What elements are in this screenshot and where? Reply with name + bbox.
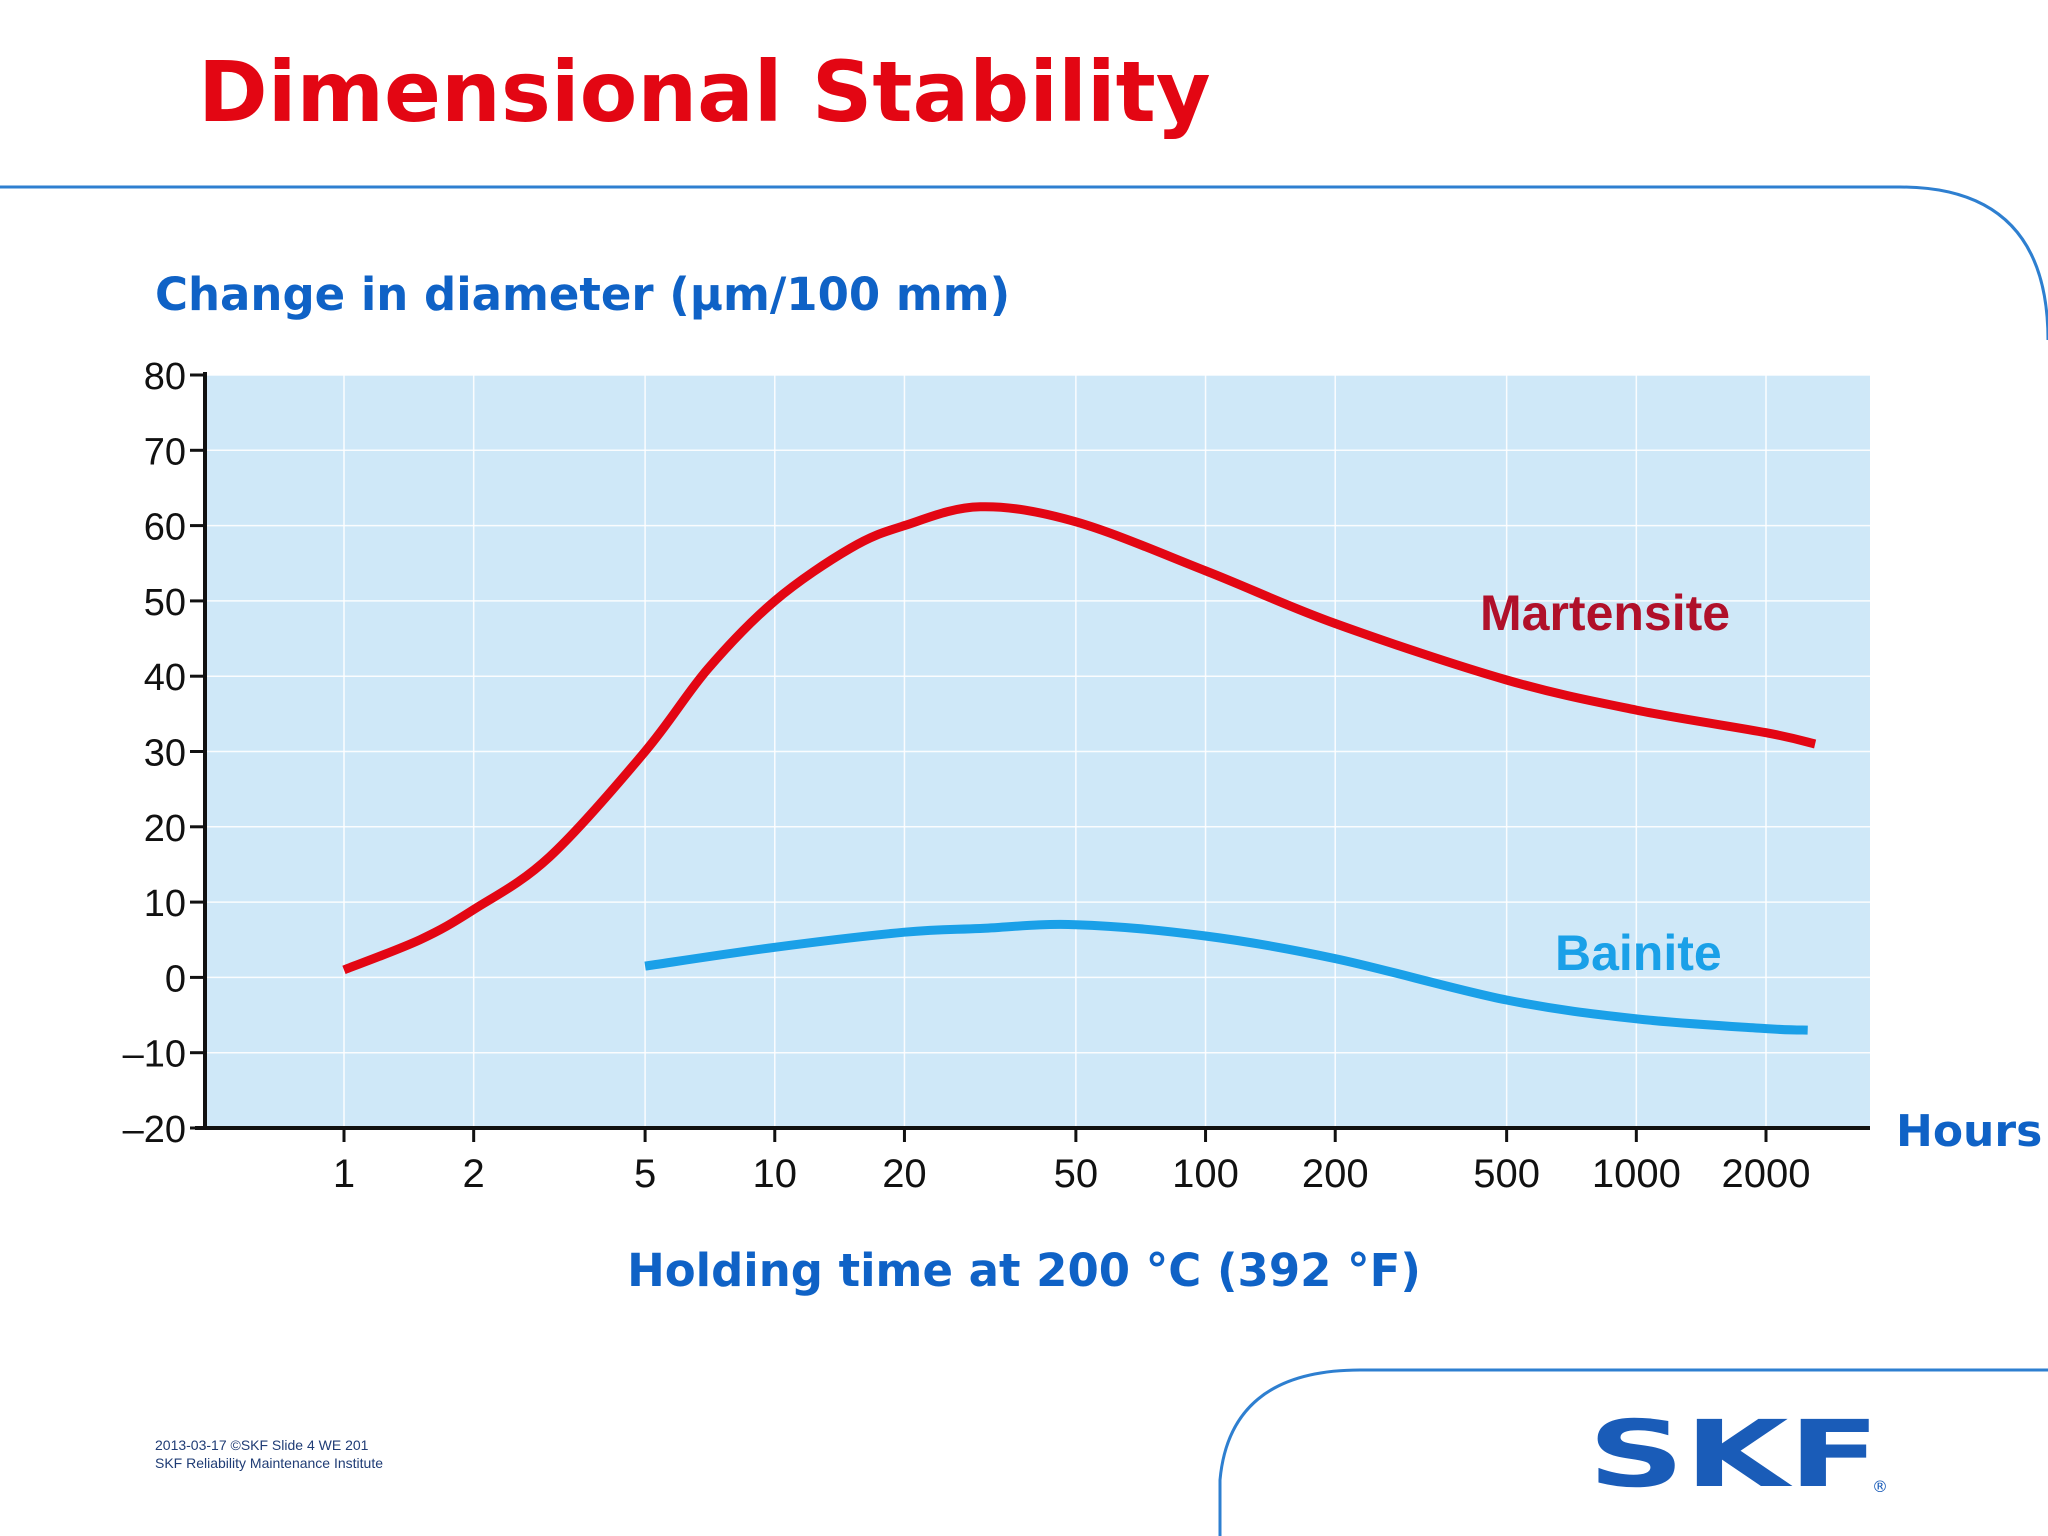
skf-logo-text: SKF [1588, 1412, 1880, 1492]
slide-title: Dimensional Stability [198, 43, 1211, 141]
x-tick-label: 5 [634, 1152, 656, 1196]
y-tick-label: –20 [123, 1109, 186, 1151]
x-tick-label: 20 [882, 1152, 927, 1196]
x-tick-label: 200 [1302, 1152, 1369, 1196]
x-tick-label: 1000 [1592, 1152, 1681, 1196]
series-bainite-label: Bainite [1555, 925, 1722, 981]
y-tick-label: 80 [144, 356, 186, 398]
x-tick-label: 10 [753, 1152, 798, 1196]
x-tick-label: 2000 [1722, 1152, 1811, 1196]
series-martensite-line [342, 502, 1817, 975]
y-tick-label: 10 [144, 883, 186, 925]
x-tick-label: 100 [1172, 1152, 1239, 1196]
y-tick-label: –10 [123, 1034, 186, 1076]
skf-logo: SKF ® [1588, 1412, 1888, 1492]
header-curve-line [0, 185, 2048, 341]
y-tick-label: 20 [144, 808, 186, 850]
y-tick-label: 50 [144, 582, 186, 624]
x-tick-label: 500 [1473, 1152, 1540, 1196]
y-tick-label: 0 [165, 958, 186, 1000]
x-tick-label: 1 [333, 1152, 355, 1196]
footer: 2013-03-17 ©SKF Slide 4 WE 201 SKF Relia… [155, 1436, 383, 1472]
series-bainite-line [644, 919, 1808, 1035]
series-martensite-label: Martensite [1480, 585, 1730, 641]
y-tick-label: 40 [144, 657, 186, 699]
y-tick-label: 30 [144, 733, 186, 775]
footer-curve-line [1218, 1368, 2048, 1536]
x-unit-label: Hours [1896, 1106, 2042, 1157]
x-tick-label: 50 [1054, 1152, 1099, 1196]
x-axis-label: Holding time at 200 °C (392 °F) [627, 1244, 1421, 1297]
footer-line-institute: SKF Reliability Maintenance Institute [155, 1455, 383, 1471]
registered-mark: ® [1872, 1477, 1888, 1492]
y-axis-label: Change in diameter (µm/100 mm) [155, 268, 1011, 321]
y-tick-label: 70 [144, 431, 186, 473]
x-tick-label: 2 [463, 1152, 485, 1196]
y-tick-label: 60 [144, 507, 186, 549]
footer-line-date: 2013-03-17 ©SKF Slide 4 WE 201 [155, 1437, 369, 1453]
